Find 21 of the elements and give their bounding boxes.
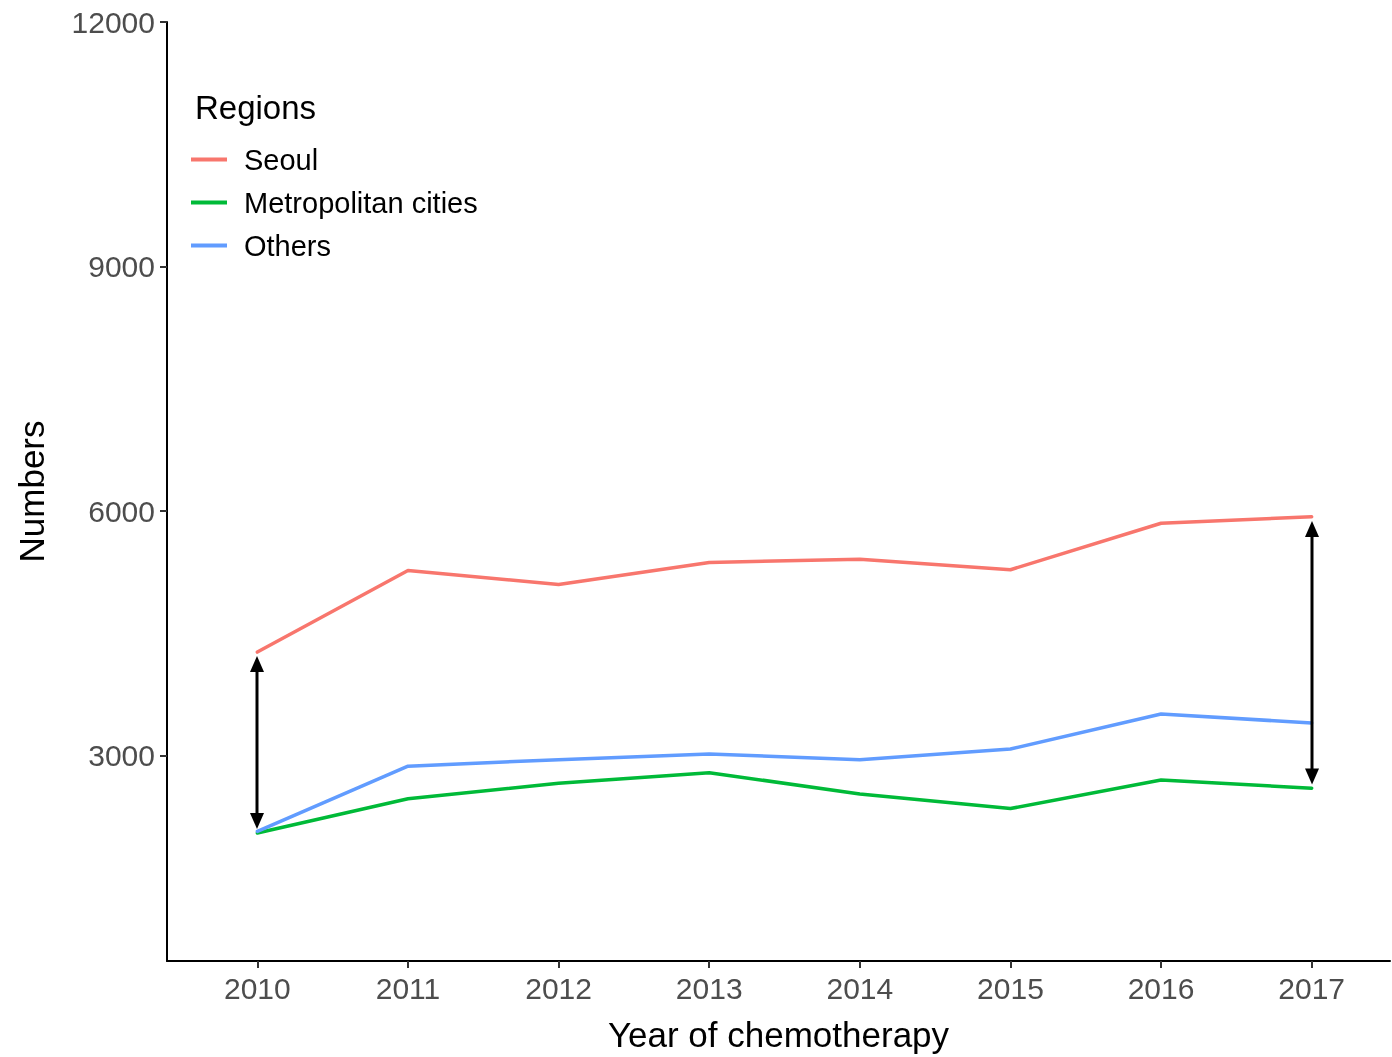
legend-label: Others <box>244 229 332 262</box>
x-axis-title: Year of chemotherapy <box>607 1015 950 1054</box>
x-tick-label: 2016 <box>1127 971 1195 1005</box>
legend-label: Metropolitan cities <box>244 186 478 219</box>
x-tick-label: 2017 <box>1278 971 1346 1005</box>
y-tick-label: 6000 <box>88 494 155 528</box>
x-tick-label: 2014 <box>826 971 894 1005</box>
x-tick-label: 2012 <box>525 971 592 1005</box>
legend-label: Seoul <box>244 143 319 176</box>
line-series <box>255 515 1314 654</box>
x-tick-label: 2010 <box>223 971 291 1005</box>
line-series <box>255 770 1314 835</box>
legend-title: Regions <box>195 89 317 126</box>
x-tick-label: 2011 <box>375 971 441 1005</box>
y-tick-label: 12000 <box>71 5 155 39</box>
x-tick-label: 2015 <box>977 971 1044 1005</box>
x-tick-label: 2013 <box>675 971 743 1005</box>
line-series <box>255 712 1314 834</box>
y-tick-label: 9000 <box>88 250 155 284</box>
y-axis-title: Numbers <box>12 420 51 563</box>
y-tick-label: 3000 <box>88 739 155 773</box>
